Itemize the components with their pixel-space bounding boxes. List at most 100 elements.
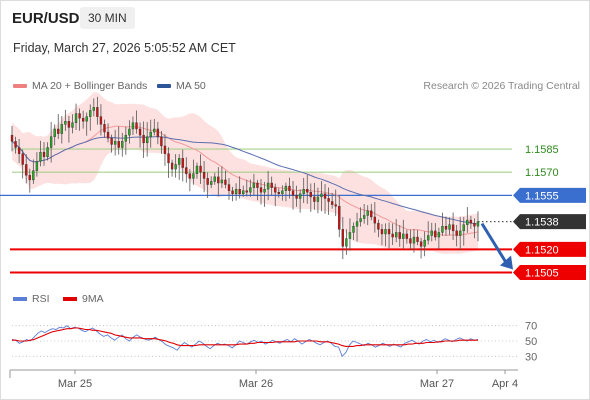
- ma20-swatch: [13, 84, 27, 89]
- legend-item-ma20: MA 20 + Bollinger Bands: [13, 80, 147, 92]
- candle: [21, 153, 24, 165]
- candle: [249, 187, 252, 193]
- candle: [437, 232, 441, 238]
- price-tag-1.1570: 1.1570: [525, 167, 559, 179]
- price-tag-label: 1.1585: [525, 144, 559, 156]
- candle: [284, 185, 288, 191]
- price-tag-bg: [513, 265, 586, 281]
- price-tag-1.1520: 1.1520: [513, 241, 586, 257]
- candle: [263, 188, 266, 193]
- rsi-tick-label: 50: [525, 336, 537, 348]
- candle: [345, 238, 348, 247]
- candle: [92, 107, 95, 111]
- candle: [156, 128, 160, 137]
- candle: [149, 131, 152, 137]
- candle: [185, 167, 188, 174]
- candle: [135, 122, 138, 130]
- candle: [476, 221, 480, 227]
- candle: [298, 193, 302, 199]
- candle: [451, 224, 455, 232]
- candle: [242, 190, 245, 195]
- price-tag-bg: [513, 241, 586, 257]
- candle: [313, 196, 316, 202]
- candle: [430, 230, 433, 236]
- candle: [160, 136, 163, 147]
- candle: [405, 233, 409, 239]
- legend-item-9ma: 9MA: [63, 293, 104, 305]
- candle: [131, 122, 135, 130]
- candle: [444, 226, 448, 230]
- candle: [67, 121, 71, 128]
- candle: [473, 222, 476, 227]
- candle: [217, 176, 220, 184]
- price-tag-1.1555: 1.1555: [513, 187, 586, 203]
- candle: [153, 128, 156, 133]
- candle: [423, 239, 426, 247]
- price-tag-1.1505: 1.1505: [513, 265, 586, 281]
- candle: [355, 221, 359, 227]
- candle: [377, 222, 380, 230]
- candle: [227, 184, 231, 191]
- candle: [334, 204, 337, 207]
- candle: [49, 136, 53, 148]
- candle: [266, 182, 270, 190]
- candle: [362, 215, 366, 219]
- candle: [42, 151, 46, 157]
- candle: [245, 190, 248, 193]
- candle: [459, 230, 462, 236]
- candle: [202, 171, 206, 179]
- candle: [224, 179, 227, 185]
- price-tag-label: 1.1570: [525, 167, 559, 179]
- legend-label: MA 50: [176, 80, 206, 92]
- candle: [274, 187, 277, 193]
- legend-item-ma50: MA 50: [157, 80, 206, 92]
- candle: [25, 164, 28, 176]
- legend-label: RSI: [32, 293, 50, 305]
- candle: [53, 128, 56, 137]
- candle: [210, 181, 213, 185]
- candle: [281, 190, 284, 195]
- timestamp: Friday, March 27, 2026 5:05:52 AM CET: [13, 41, 236, 55]
- candle: [10, 134, 14, 142]
- candle: [35, 161, 39, 171]
- candle: [60, 124, 63, 134]
- candle: [220, 179, 224, 184]
- candle: [330, 201, 334, 205]
- candle: [427, 235, 430, 241]
- candle: [412, 236, 416, 244]
- price-tag-label: 1.1538: [525, 217, 559, 229]
- candle: [387, 229, 391, 235]
- candle: [395, 232, 398, 238]
- candle: [64, 121, 67, 125]
- candle: [124, 134, 128, 142]
- candle: [338, 205, 341, 230]
- candle: [14, 141, 17, 148]
- candle: [277, 192, 280, 195]
- copyright-text: Research © 2026 Trading Central: [423, 80, 580, 92]
- chart-header: EUR/USD 30 MIN: [0, 0, 590, 36]
- candle: [99, 116, 103, 125]
- candle: [469, 219, 473, 224]
- candle: [409, 238, 412, 244]
- 9ma-swatch: [63, 297, 77, 302]
- candle: [89, 110, 92, 117]
- candle: [113, 141, 117, 145]
- candle: [145, 136, 149, 144]
- candle: [128, 128, 131, 136]
- candle: [106, 131, 110, 139]
- legend-label: MA 20 + Bollinger Bands: [32, 80, 148, 92]
- candle: [138, 128, 142, 136]
- candle: [441, 226, 444, 233]
- price-tag-bg: [513, 187, 586, 203]
- price-tag-bg: [513, 214, 586, 230]
- candle: [370, 210, 373, 218]
- forecast-arrow-shaft: [480, 222, 508, 264]
- forecast-arrow-head: [500, 255, 513, 270]
- rsi-tick-label: 30: [525, 351, 537, 363]
- candle: [46, 147, 49, 157]
- candle: [466, 219, 469, 225]
- candle: [174, 164, 177, 170]
- candle: [341, 229, 345, 247]
- timeframe-badge[interactable]: 30 MIN: [80, 7, 135, 29]
